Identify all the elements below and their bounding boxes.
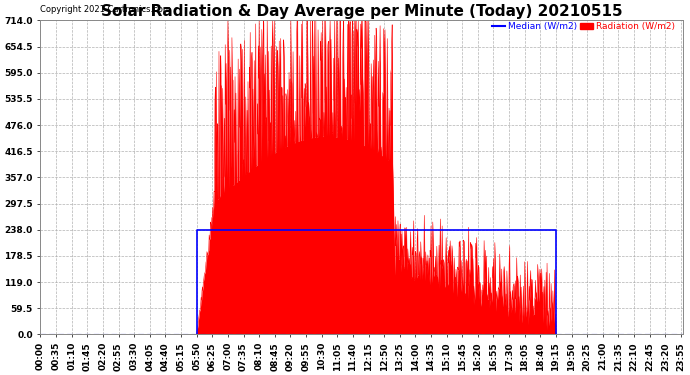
Text: Copyright 2021 Cartronics.com: Copyright 2021 Cartronics.com bbox=[41, 5, 171, 14]
Legend: Median (W/m2), Radiation (W/m2): Median (W/m2), Radiation (W/m2) bbox=[488, 19, 679, 35]
Title: Solar Radiation & Day Average per Minute (Today) 20210515: Solar Radiation & Day Average per Minute… bbox=[101, 4, 622, 19]
